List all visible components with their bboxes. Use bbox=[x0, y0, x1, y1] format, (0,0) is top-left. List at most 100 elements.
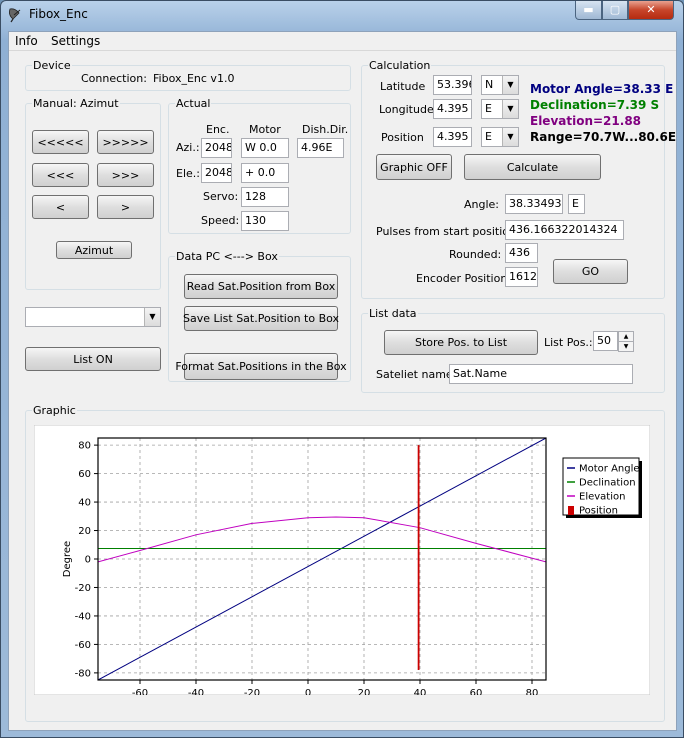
position-dir-select[interactable]: E ▼ bbox=[481, 127, 519, 147]
satellite-dish-icon bbox=[9, 8, 21, 23]
x-tick-label: 0 bbox=[305, 688, 311, 695]
x-tick-label: 80 bbox=[526, 688, 539, 695]
menu-settings[interactable]: Settings bbox=[51, 34, 101, 48]
servo-field[interactable]: 128 bbox=[241, 187, 289, 207]
satname-label: Sateliet name: bbox=[376, 368, 457, 381]
actual-group: Actual bbox=[168, 97, 351, 234]
y-axis-label: Degree bbox=[62, 541, 73, 577]
azimut-mode-button[interactable]: Azimut bbox=[56, 241, 132, 259]
connection-value: Fibox_Enc v1.0 bbox=[153, 72, 235, 85]
azimut-mid-left-button[interactable]: <<< bbox=[32, 163, 89, 187]
y-tick-label: 60 bbox=[78, 469, 91, 480]
list-data-group: List data bbox=[361, 307, 665, 393]
latitude-label: Latitude bbox=[380, 80, 426, 93]
y-tick-label: 0 bbox=[85, 555, 91, 566]
azi-enc-field[interactable]: 2048 bbox=[201, 138, 232, 158]
go-button[interactable]: GO bbox=[553, 259, 628, 284]
legend-entry: Elevation bbox=[579, 492, 625, 503]
spin-up-icon[interactable]: ▲ bbox=[619, 332, 633, 342]
title-bar[interactable]: Fibox_Enc ▬ ▢ ✕ bbox=[1, 1, 683, 29]
legend-swatch bbox=[568, 506, 574, 515]
chevron-down-icon[interactable]: ▼ bbox=[502, 100, 518, 118]
x-tick-label: 20 bbox=[358, 688, 371, 695]
legend-entry: Position bbox=[579, 506, 618, 517]
latitude-dir-select[interactable]: N ▼ bbox=[481, 75, 519, 95]
x-tick-label: 40 bbox=[414, 688, 427, 695]
position-field[interactable]: 4.395 bbox=[433, 127, 472, 147]
client-area: Info Settings Device Connection: Fibox_E… bbox=[8, 31, 677, 731]
ele-label: Ele.: bbox=[176, 167, 200, 180]
chevron-down-icon[interactable]: ▼ bbox=[144, 308, 160, 326]
list-combo[interactable]: ▼ bbox=[25, 307, 161, 327]
azimut-mid-right-button[interactable]: >>> bbox=[97, 163, 154, 187]
maximize-button[interactable]: ▢ bbox=[602, 1, 628, 20]
graphic-toggle-button[interactable]: Graphic OFF bbox=[376, 154, 452, 180]
ele-enc-field[interactable]: 2048 bbox=[201, 163, 232, 183]
y-tick-label: 80 bbox=[78, 441, 91, 452]
ele-motor-field[interactable]: + 0.0 bbox=[241, 163, 289, 183]
rounded-label: Rounded: bbox=[449, 248, 502, 261]
azimut-step-left-button[interactable]: < bbox=[32, 195, 89, 219]
list-data-legend: List data bbox=[369, 307, 417, 320]
menu-bar: Info Settings bbox=[9, 32, 676, 51]
actual-legend: Actual bbox=[176, 97, 211, 110]
series-line-motor-angle bbox=[98, 438, 546, 680]
speed-field[interactable]: 130 bbox=[241, 211, 289, 231]
azimut-fast-left-button[interactable]: <<<<< bbox=[32, 130, 89, 154]
col-motor-header: Motor bbox=[249, 123, 281, 136]
window-title: Fibox_Enc bbox=[29, 7, 88, 21]
calculate-button[interactable]: Calculate bbox=[464, 154, 601, 180]
graphic-group: Graphic bbox=[25, 404, 665, 722]
chart-legend bbox=[562, 457, 640, 516]
chevron-down-icon[interactable]: ▼ bbox=[502, 76, 518, 94]
x-tick-label: 60 bbox=[470, 688, 483, 695]
spin-down-icon[interactable]: ▼ bbox=[623, 343, 629, 350]
pulses-field[interactable]: 436.166322014324 bbox=[505, 220, 624, 240]
longitude-label: Longitude bbox=[379, 103, 434, 116]
encoder-position-field[interactable]: 1612 bbox=[505, 267, 538, 287]
format-positions-button[interactable]: Format Sat.Positions in the Box bbox=[175, 353, 347, 380]
latitude-dir-value: N bbox=[485, 78, 494, 91]
device-legend: Device bbox=[33, 59, 71, 72]
position-label: Position bbox=[381, 131, 424, 144]
menu-info[interactable]: Info bbox=[15, 34, 38, 48]
device-group: Device bbox=[25, 59, 351, 91]
list-pos-spinner[interactable]: ▲ ▼ bbox=[618, 331, 634, 352]
angle-field[interactable]: 38.334933 bbox=[505, 194, 563, 214]
position-dir-value: E bbox=[485, 130, 492, 143]
read-sat-position-button[interactable]: Read Sat.Position from Box bbox=[184, 274, 338, 299]
elevation-result: Elevation=21.88 bbox=[530, 114, 642, 128]
azi-dish-field[interactable]: 4.96E bbox=[297, 138, 344, 158]
y-tick-label: 20 bbox=[78, 526, 91, 537]
azimut-fast-right-button[interactable]: >>>>> bbox=[97, 130, 154, 154]
list-pos-field[interactable]: 50 bbox=[593, 331, 618, 351]
col-enc-header: Enc. bbox=[206, 123, 230, 136]
speed-label: Speed: bbox=[201, 214, 240, 227]
angle-dir-field[interactable]: E bbox=[568, 194, 585, 214]
minimize-button[interactable]: ▬ bbox=[575, 1, 602, 20]
azi-motor-field[interactable]: W 0.0 bbox=[241, 138, 289, 158]
col-dish-header: Dish.Dir. bbox=[302, 123, 349, 136]
position-chart: -60-40-20020406080-80-60-40-20020406080S… bbox=[34, 425, 650, 695]
manual-legend: Manual: Azimut bbox=[33, 97, 119, 110]
azimut-step-right-button[interactable]: > bbox=[97, 195, 154, 219]
chevron-down-icon[interactable]: ▼ bbox=[502, 128, 518, 146]
store-to-list-button[interactable]: Store Pos. to List bbox=[384, 330, 538, 355]
declination-result: Declination=7.39 S bbox=[530, 98, 660, 112]
calculation-legend: Calculation bbox=[369, 59, 431, 72]
rounded-field[interactable]: 436 bbox=[505, 243, 538, 263]
longitude-dir-select[interactable]: E ▼ bbox=[481, 99, 519, 119]
latitude-field[interactable]: 53.396 bbox=[433, 75, 472, 95]
y-tick-label: -60 bbox=[75, 640, 91, 651]
close-button[interactable]: ✕ bbox=[628, 1, 674, 20]
list-on-button[interactable]: List ON bbox=[25, 347, 161, 371]
save-list-position-button[interactable]: Save List Sat.Position to Box bbox=[183, 306, 339, 331]
x-tick-label: -20 bbox=[244, 688, 260, 695]
satname-field[interactable]: Sat.Name bbox=[449, 364, 633, 384]
longitude-dir-value: E bbox=[485, 102, 492, 115]
legend-entry: Declination bbox=[579, 478, 636, 489]
y-tick-label: 40 bbox=[78, 498, 91, 509]
longitude-field[interactable]: 4.395 bbox=[433, 99, 472, 119]
calculation-group: Calculation bbox=[361, 59, 665, 299]
